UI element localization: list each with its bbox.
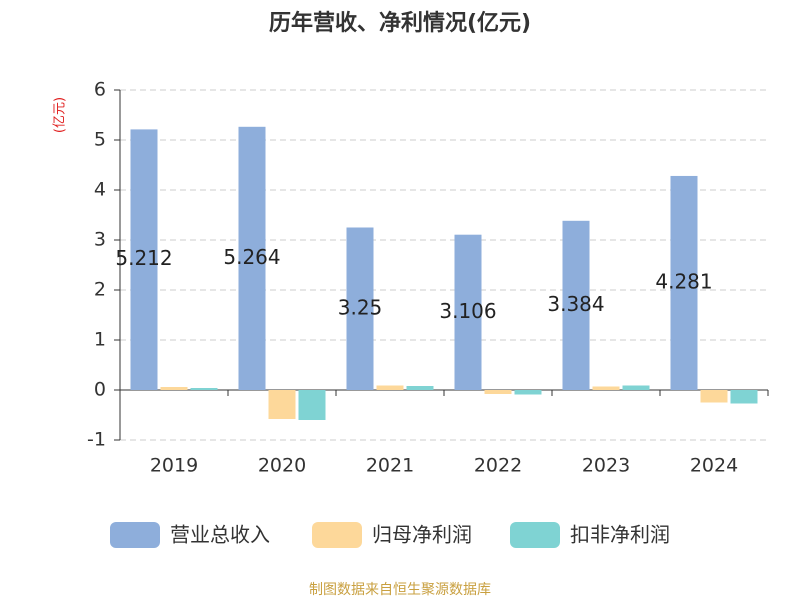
bar <box>670 175 698 390</box>
bar <box>130 129 158 390</box>
legend-label: 营业总收入 <box>170 523 270 547</box>
bar <box>406 386 434 390</box>
legend-swatch <box>510 522 560 548</box>
bar <box>298 390 326 420</box>
y-tick-label: 3 <box>94 229 106 251</box>
bar <box>622 385 650 390</box>
value-label: 5.264 <box>223 245 280 269</box>
bar <box>160 387 188 390</box>
x-tick-label: 2020 <box>258 455 306 477</box>
bar <box>376 385 404 390</box>
x-tick-label: 2022 <box>474 455 522 477</box>
legend-swatch <box>312 522 362 548</box>
bar <box>514 390 542 395</box>
y-tick-label: 6 <box>94 79 106 101</box>
bar <box>562 220 590 390</box>
y-tick-label: -1 <box>87 429 106 451</box>
value-label: 5.212 <box>115 246 172 270</box>
y-tick-label: 0 <box>94 379 106 401</box>
value-label: 3.25 <box>338 295 383 319</box>
bar <box>190 388 218 390</box>
bar <box>454 234 482 390</box>
value-label: 4.281 <box>655 269 712 293</box>
bar <box>268 390 296 419</box>
legend-label: 扣非净利润 <box>570 523 670 547</box>
x-tick-label: 2024 <box>690 455 738 477</box>
x-tick-label: 2019 <box>150 455 198 477</box>
bar <box>346 227 374 390</box>
value-label: 3.106 <box>439 299 496 323</box>
value-label: 3.384 <box>547 292 604 316</box>
bar <box>238 126 266 391</box>
y-tick-label: 5 <box>94 129 106 151</box>
chart-title: 历年营收、净利情况(亿元) <box>269 10 531 36</box>
legend-swatch <box>110 522 160 548</box>
source: 制图数据来自恒生聚源数据库 <box>309 582 491 598</box>
y-tick-label: 4 <box>94 179 106 201</box>
y-tick-label: 1 <box>94 329 106 351</box>
x-tick-label: 2023 <box>582 455 630 477</box>
legend-label: 归母净利润 <box>372 523 472 547</box>
bar <box>700 390 728 403</box>
bar <box>592 386 620 390</box>
y-tick-label: 2 <box>94 279 106 301</box>
y-axis-label: (亿元) <box>53 97 68 133</box>
bar <box>730 390 758 404</box>
x-tick-label: 2021 <box>366 455 414 477</box>
bar <box>484 390 512 394</box>
